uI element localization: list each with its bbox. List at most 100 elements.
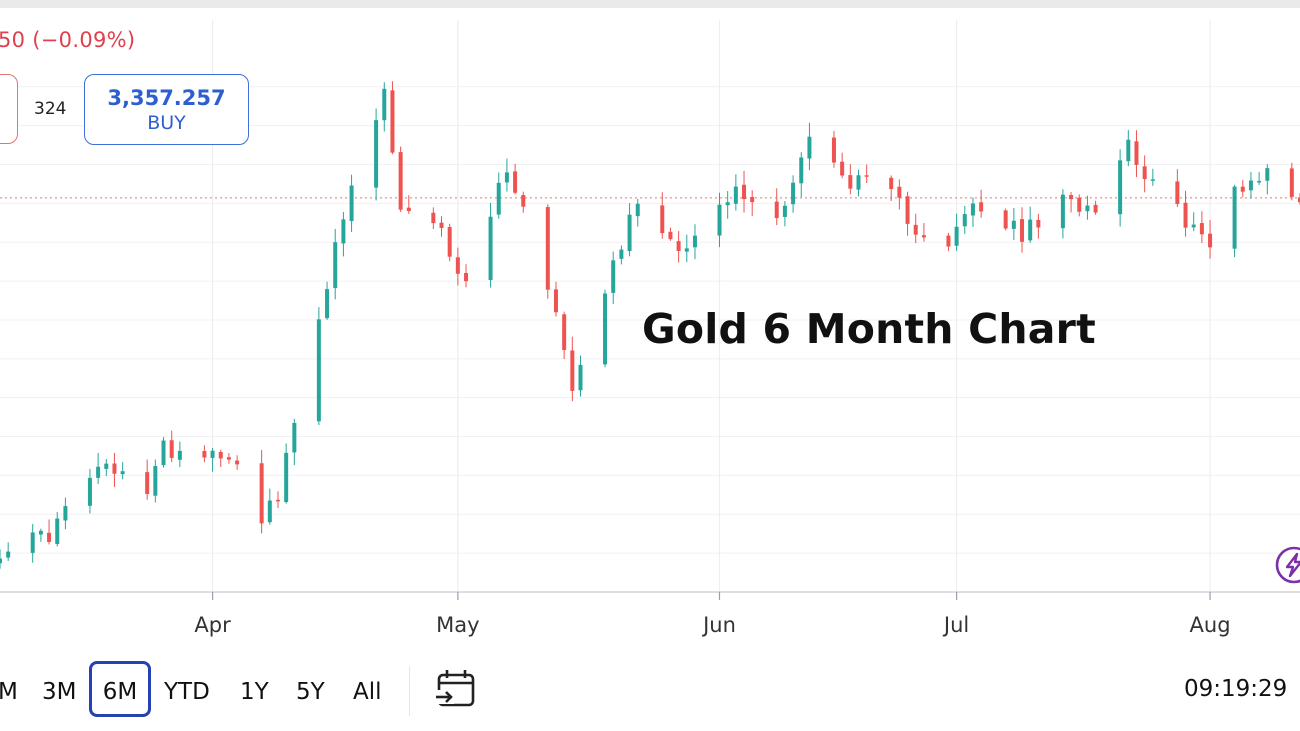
candle-body: [660, 205, 665, 234]
candle-body: [897, 186, 902, 198]
candle-body: [1191, 224, 1196, 228]
candle-body: [831, 137, 836, 163]
candle-body: [1020, 219, 1025, 242]
range-button-5y[interactable]: 5Y: [296, 679, 325, 705]
calendar-arrow-icon[interactable]: [434, 668, 478, 715]
candle-body: [292, 422, 297, 453]
candle-body: [1028, 219, 1033, 241]
candle-body: [1248, 180, 1253, 191]
candle-body: [1232, 186, 1237, 249]
candle-body: [226, 457, 231, 460]
candle-body: [63, 506, 68, 521]
buy-price: 3,357.257: [107, 85, 226, 110]
candle-body: [464, 272, 469, 282]
candle-body: [1118, 160, 1123, 215]
range-button-1y[interactable]: 1Y: [240, 679, 269, 705]
x-tick-label: Jun: [701, 613, 736, 637]
candle-body: [177, 450, 182, 460]
sell-button[interactable]: [0, 74, 18, 144]
buy-button[interactable]: 3,357.257 BUY: [84, 74, 249, 145]
candle-body: [1142, 166, 1147, 180]
candle-body: [1060, 194, 1065, 229]
range-button-1m[interactable]: M: [0, 679, 18, 705]
candle-body: [6, 551, 11, 558]
candle-body: [406, 207, 411, 212]
candle-body: [1036, 219, 1041, 228]
x-tick-label: May: [436, 613, 479, 637]
candle-body: [202, 450, 207, 458]
candle-body: [954, 226, 959, 246]
candle-body: [47, 532, 52, 542]
x-tick-label: Aug: [1190, 613, 1231, 637]
candle-body: [513, 171, 518, 193]
candle-body: [570, 350, 575, 391]
range-button-3m[interactable]: 3M: [42, 679, 77, 705]
candle-body: [1240, 186, 1245, 192]
candle-body: [619, 249, 624, 259]
spread-value: 324: [34, 99, 67, 119]
candle-body: [1298, 197, 1300, 203]
candle-body: [791, 182, 796, 205]
candle-body: [104, 463, 109, 469]
candle-body: [96, 466, 101, 478]
candle-body: [325, 289, 330, 319]
candle-body: [962, 214, 967, 227]
candle-body: [382, 88, 387, 121]
x-tick-label: Apr: [194, 613, 231, 637]
candle-body: [431, 212, 436, 224]
candle-body: [611, 260, 616, 293]
candle-body: [1011, 220, 1016, 229]
candle-body: [169, 440, 174, 458]
candle-body: [275, 499, 280, 502]
candle-body: [390, 90, 395, 153]
candle-body: [692, 235, 697, 248]
candle-body: [455, 257, 460, 274]
candle-body: [856, 175, 861, 190]
candle-body: [210, 450, 215, 458]
candlestick-series: [0, 81, 1300, 569]
candle-body: [733, 186, 738, 204]
candle-body: [1289, 168, 1294, 197]
candle-body: [562, 314, 567, 350]
lightning-icon[interactable]: [1274, 545, 1300, 590]
candle-body: [55, 518, 60, 544]
candle-body: [87, 477, 92, 506]
candle-body: [521, 195, 526, 207]
candle-body: [635, 203, 640, 217]
buy-label: BUY: [147, 111, 186, 134]
candle-body: [1085, 205, 1090, 212]
candle-body: [970, 203, 975, 216]
candle-body: [905, 196, 910, 224]
x-axis-ticks: Apr May Jun Jul Aug: [194, 592, 1231, 637]
candle-body: [1134, 141, 1139, 165]
candle-body: [504, 172, 509, 183]
candle-body: [1069, 195, 1074, 200]
candle-body: [235, 460, 240, 465]
candle-body: [316, 319, 321, 422]
range-button-ytd[interactable]: YTD: [164, 679, 210, 705]
candle-body: [684, 248, 689, 252]
candle-body: [545, 207, 550, 290]
candle-body: [439, 222, 444, 228]
candle-body: [496, 182, 501, 215]
candle-body: [913, 224, 918, 235]
candle-body: [398, 152, 403, 210]
candle-body: [840, 161, 845, 176]
range-button-6m[interactable]: 6M: [89, 661, 151, 717]
candle-body: [333, 242, 338, 289]
candle-body: [742, 184, 747, 200]
price-change-label: 50 (−0.09%): [0, 28, 136, 52]
x-tick-label: Jul: [942, 613, 969, 637]
candle-body: [946, 235, 951, 247]
candle-body: [979, 202, 984, 212]
range-button-all[interactable]: All: [353, 679, 382, 705]
candle-body: [1150, 179, 1155, 181]
candle-body: [0, 558, 2, 564]
candle-body: [676, 241, 681, 252]
candle-body: [1093, 204, 1098, 213]
candle-body: [349, 185, 354, 222]
candle-body: [284, 452, 289, 503]
candle-body: [668, 231, 673, 240]
candle-body: [782, 205, 787, 217]
top-bar: [0, 0, 1300, 8]
